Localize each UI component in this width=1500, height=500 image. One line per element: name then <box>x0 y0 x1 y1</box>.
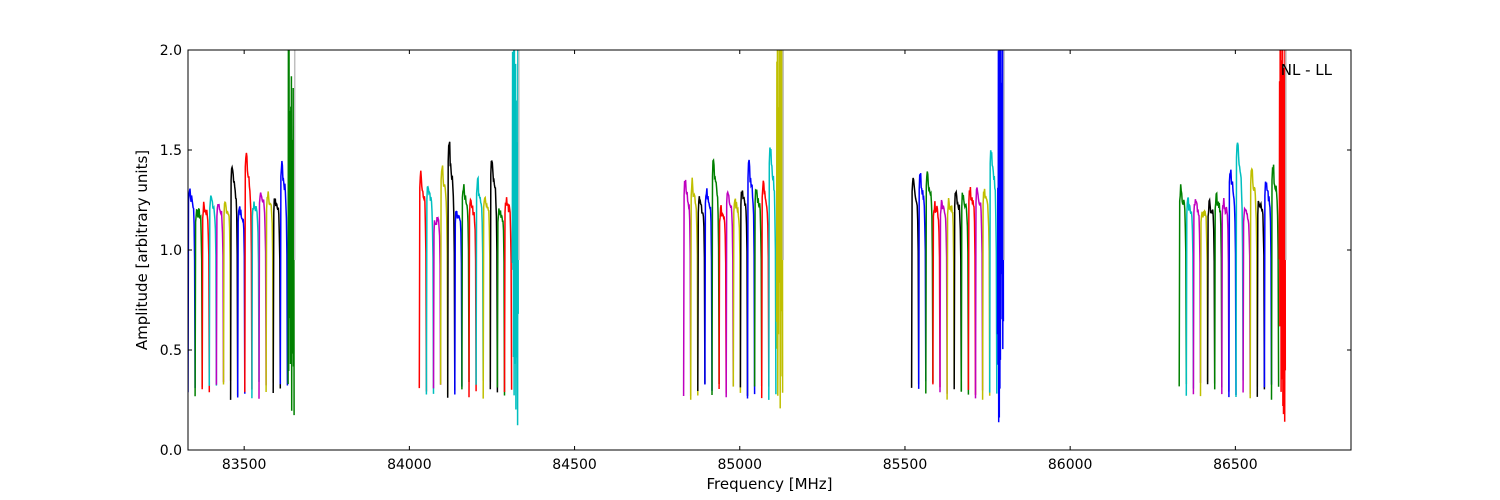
channel-trace <box>711 158 720 396</box>
channel-trace <box>946 198 955 400</box>
channel-trace <box>425 185 435 395</box>
y-tick-label: 1.5 <box>160 143 182 159</box>
channel-trace <box>768 147 777 400</box>
channel-trace <box>482 195 492 399</box>
channel-trace <box>974 187 984 399</box>
channel-trace <box>925 171 934 394</box>
channel-trace <box>201 201 211 393</box>
channel-trace <box>704 188 713 391</box>
y-tick-label: 0.0 <box>160 443 182 459</box>
channel-trace <box>1192 199 1202 395</box>
channel-trace <box>689 177 699 400</box>
channel-trace <box>718 205 727 394</box>
channel-trace <box>967 186 977 395</box>
y-tick-label: 2.0 <box>160 43 182 59</box>
panel-annotation: NL - LL <box>1281 61 1333 79</box>
series-layer <box>188 50 1287 426</box>
channel-trace <box>265 191 274 393</box>
band-edge-trace <box>996 50 1005 423</box>
x-tick-label: 86000 <box>1048 457 1093 473</box>
channel-trace <box>418 170 428 392</box>
channel-trace <box>272 198 282 394</box>
channel-trace <box>753 188 763 387</box>
channel-trace <box>1206 197 1216 385</box>
x-tick-label: 83500 <box>222 457 267 473</box>
channel-trace <box>739 190 749 396</box>
y-tick-label: 0.5 <box>160 343 182 359</box>
channel-trace <box>454 210 463 395</box>
channel-trace <box>229 164 239 400</box>
channel-trace <box>439 165 449 395</box>
channel-trace <box>279 160 289 386</box>
x-axis-label: Frequency [MHz] <box>706 475 832 493</box>
channel-trace <box>188 188 196 393</box>
y-axis-label: Amplitude [arbitrary units] <box>133 150 151 350</box>
channel-trace <box>939 199 948 394</box>
x-tick-label: 84500 <box>552 457 597 473</box>
x-tick-label: 86500 <box>1213 457 1258 473</box>
channel-trace <box>1270 164 1280 400</box>
channel-trace <box>1213 191 1223 390</box>
channel-trace <box>215 203 225 385</box>
channel-trace <box>251 201 260 399</box>
channel-trace <box>1199 209 1209 397</box>
channel-trace <box>760 180 770 399</box>
channel-trace <box>1249 167 1259 399</box>
band-edge-trace <box>1278 50 1287 422</box>
channel-trace <box>1235 142 1244 398</box>
channel-trace <box>194 208 203 397</box>
channel-trace <box>475 175 484 385</box>
channel-trace <box>496 208 506 396</box>
channel-trace <box>697 196 706 392</box>
channel-trace <box>1256 200 1266 397</box>
x-tick-label: 84000 <box>387 457 432 473</box>
channel-trace <box>1263 181 1273 388</box>
band-edge-trace <box>287 50 295 416</box>
channel-trace <box>236 206 246 398</box>
channel-trace <box>932 201 941 388</box>
channel-trace <box>432 216 442 389</box>
channel-trace <box>910 177 920 388</box>
channel-trace <box>461 184 470 390</box>
channel-trace <box>682 179 692 397</box>
channel-trace <box>446 141 456 398</box>
channel-trace <box>208 195 218 386</box>
channel-trace <box>1185 197 1195 396</box>
channel-trace <box>503 197 513 393</box>
channel-trace <box>917 172 927 389</box>
channel-trace <box>981 188 991 400</box>
band-edge-trace <box>775 50 784 409</box>
y-tick-label: 1.0 <box>160 243 182 259</box>
channel-trace <box>244 152 253 393</box>
channel-trace <box>960 192 970 395</box>
channel-trace <box>725 190 735 398</box>
band-edge-trace <box>511 50 519 426</box>
channel-trace <box>732 198 742 393</box>
channel-trace <box>222 200 232 385</box>
channel-trace <box>1228 169 1237 398</box>
channel-trace <box>746 159 756 399</box>
channel-trace <box>1178 184 1188 387</box>
channel-trace <box>489 159 499 393</box>
tick-layer: 83500 84000 84500 85000 85500 86000 86500 0.0 0.… <box>160 43 1351 473</box>
channel-trace <box>468 197 477 398</box>
channel-trace <box>1221 198 1230 395</box>
channel-trace <box>258 192 267 399</box>
channel-trace <box>953 189 963 391</box>
x-tick-label: 85000 <box>717 457 762 473</box>
channel-trace <box>1242 206 1251 394</box>
x-tick-label: 85500 <box>883 457 928 473</box>
channel-trace <box>988 150 998 394</box>
